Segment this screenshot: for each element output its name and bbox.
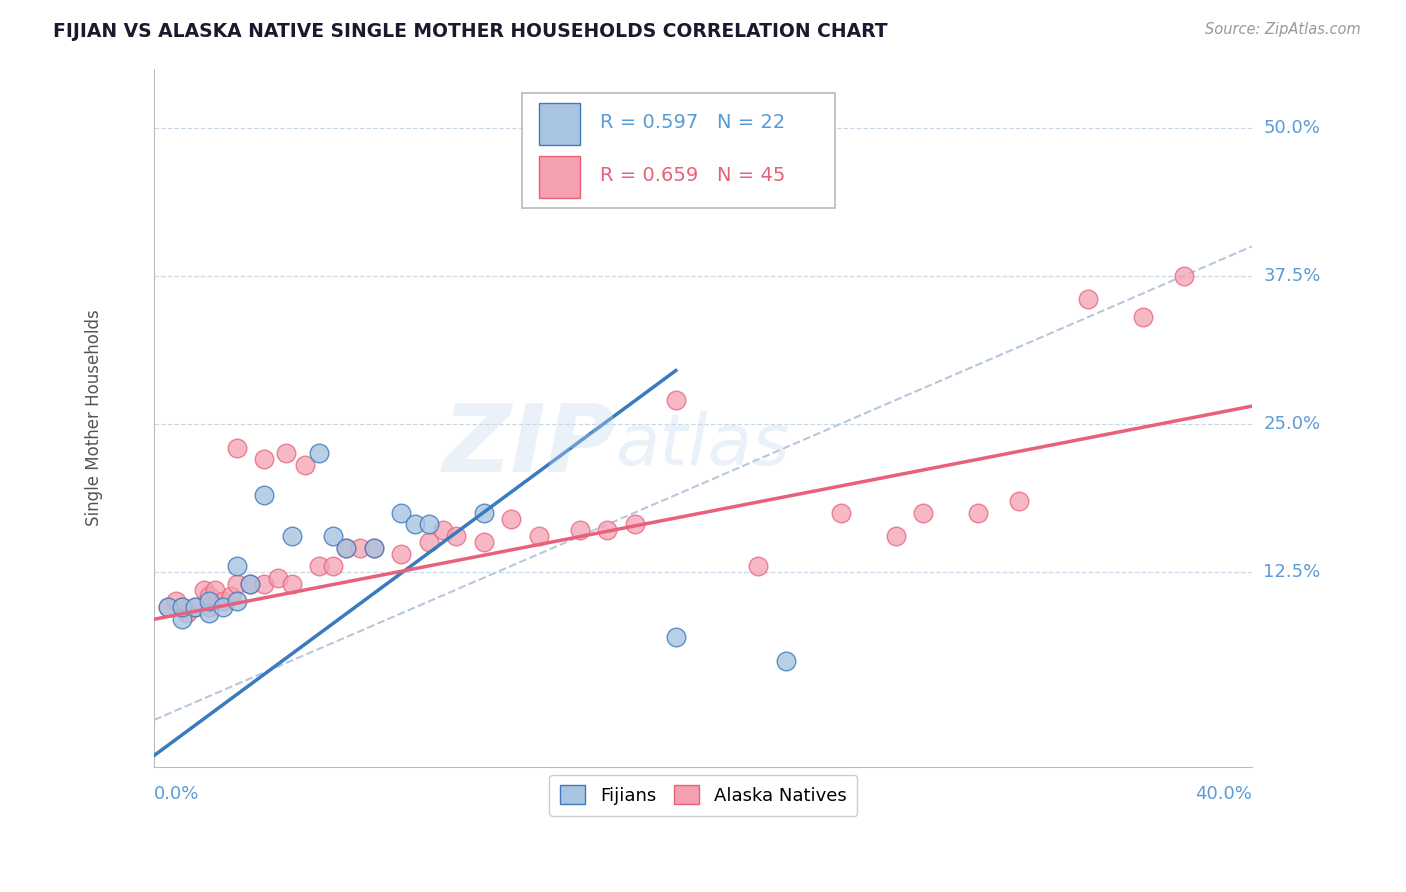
Text: FIJIAN VS ALASKA NATIVE SINGLE MOTHER HOUSEHOLDS CORRELATION CHART: FIJIAN VS ALASKA NATIVE SINGLE MOTHER HO…	[53, 22, 889, 41]
Point	[747, 558, 769, 573]
Point	[294, 458, 316, 473]
Point	[444, 529, 467, 543]
Text: Source: ZipAtlas.com: Source: ZipAtlas.com	[1205, 22, 1361, 37]
Point	[472, 535, 495, 549]
Text: 12.5%: 12.5%	[1264, 563, 1320, 581]
Text: ZIP: ZIP	[443, 400, 616, 491]
Text: 40.0%: 40.0%	[1195, 785, 1253, 803]
Point	[193, 582, 215, 597]
Point	[472, 506, 495, 520]
Point	[165, 594, 187, 608]
Point	[568, 524, 591, 538]
Point	[198, 607, 221, 621]
Point	[204, 582, 226, 597]
Point	[198, 594, 221, 608]
Text: 25.0%: 25.0%	[1264, 415, 1320, 433]
Point	[363, 541, 385, 556]
Point	[389, 547, 412, 561]
Point	[176, 607, 198, 621]
FancyBboxPatch shape	[522, 93, 835, 208]
Text: 50.0%: 50.0%	[1264, 119, 1320, 136]
Text: R = 0.659   N = 45: R = 0.659 N = 45	[600, 166, 786, 185]
Point	[322, 529, 344, 543]
Point	[156, 600, 179, 615]
Point	[184, 600, 207, 615]
Point	[280, 529, 302, 543]
Point	[967, 506, 990, 520]
Point	[239, 576, 262, 591]
Point	[418, 517, 440, 532]
Point	[775, 654, 797, 668]
FancyBboxPatch shape	[538, 156, 581, 198]
Point	[156, 600, 179, 615]
Point	[830, 506, 852, 520]
Point	[170, 600, 193, 615]
Point	[184, 600, 207, 615]
Point	[1173, 268, 1195, 283]
Point	[363, 541, 385, 556]
Point	[322, 558, 344, 573]
Text: R = 0.597   N = 22: R = 0.597 N = 22	[600, 112, 786, 132]
Point	[596, 524, 619, 538]
Point	[335, 541, 357, 556]
Point	[267, 571, 290, 585]
Point	[253, 488, 276, 502]
Point	[665, 393, 688, 408]
Point	[418, 535, 440, 549]
Point	[225, 594, 247, 608]
Point	[274, 446, 297, 460]
Point	[335, 541, 357, 556]
Point	[253, 452, 276, 467]
Legend: Fijians, Alaska Natives: Fijians, Alaska Natives	[550, 774, 858, 815]
Point	[349, 541, 371, 556]
Point	[404, 517, 426, 532]
Point	[225, 558, 247, 573]
Point	[225, 576, 247, 591]
Point	[308, 446, 330, 460]
Point	[501, 511, 523, 525]
Point	[212, 600, 235, 615]
Point	[884, 529, 907, 543]
Text: 37.5%: 37.5%	[1264, 267, 1320, 285]
Point	[1077, 293, 1099, 307]
FancyBboxPatch shape	[538, 103, 581, 145]
Text: Single Mother Households: Single Mother Households	[84, 310, 103, 526]
Point	[239, 576, 262, 591]
Point	[198, 600, 221, 615]
Point	[1132, 310, 1154, 325]
Point	[170, 600, 193, 615]
Point	[527, 529, 550, 543]
Point	[1008, 493, 1031, 508]
Point	[308, 558, 330, 573]
Point	[280, 576, 302, 591]
Point	[219, 589, 242, 603]
Point	[170, 612, 193, 626]
Point	[212, 594, 235, 608]
Point	[623, 517, 645, 532]
Point	[225, 441, 247, 455]
Point	[389, 506, 412, 520]
Point	[911, 506, 934, 520]
Text: atlas: atlas	[616, 411, 790, 481]
Point	[253, 576, 276, 591]
Point	[432, 524, 454, 538]
Text: 0.0%: 0.0%	[155, 785, 200, 803]
Point	[198, 589, 221, 603]
Point	[665, 630, 688, 644]
